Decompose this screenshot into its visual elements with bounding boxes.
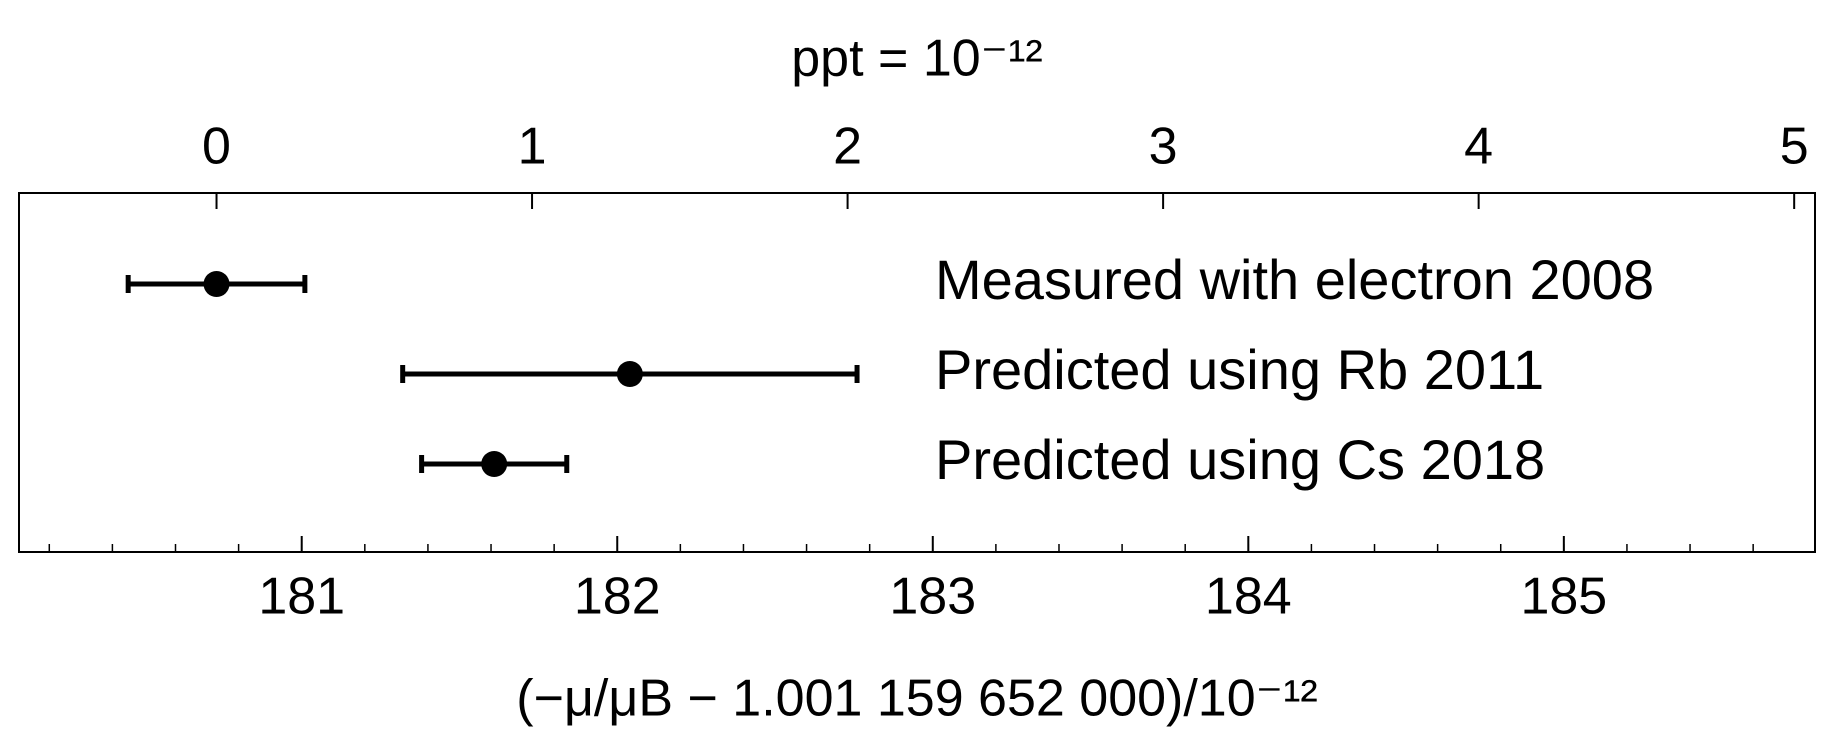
series-label: Predicted using Rb 2011	[935, 338, 1544, 401]
x-axis-title: (−μ/μB − 1.001 159 652 000)/10⁻¹²	[516, 670, 1317, 728]
point	[203, 271, 230, 297]
x-tick-label: 182	[574, 568, 661, 626]
series-label: Measured with electron 2008	[935, 248, 1654, 311]
top-tick-label: 2	[833, 118, 862, 176]
top-tick-label: 3	[1149, 118, 1178, 176]
x-tick-label: 184	[1205, 568, 1292, 626]
top-tick-label: 4	[1464, 118, 1493, 176]
top-tick-label: 0	[202, 118, 231, 176]
x-tick-label: 183	[889, 568, 976, 626]
x-tick-label: 181	[258, 568, 345, 626]
top-tick-label: 5	[1780, 118, 1809, 176]
point	[481, 451, 508, 477]
top-tick-label: 1	[518, 118, 547, 176]
top-axis-title: ppt = 10⁻¹²	[791, 30, 1042, 88]
plot-frame	[18, 192, 1816, 553]
series-label: Predicted using Cs 2018	[935, 428, 1545, 491]
point	[616, 361, 643, 387]
x-tick-label: 185	[1520, 568, 1607, 626]
